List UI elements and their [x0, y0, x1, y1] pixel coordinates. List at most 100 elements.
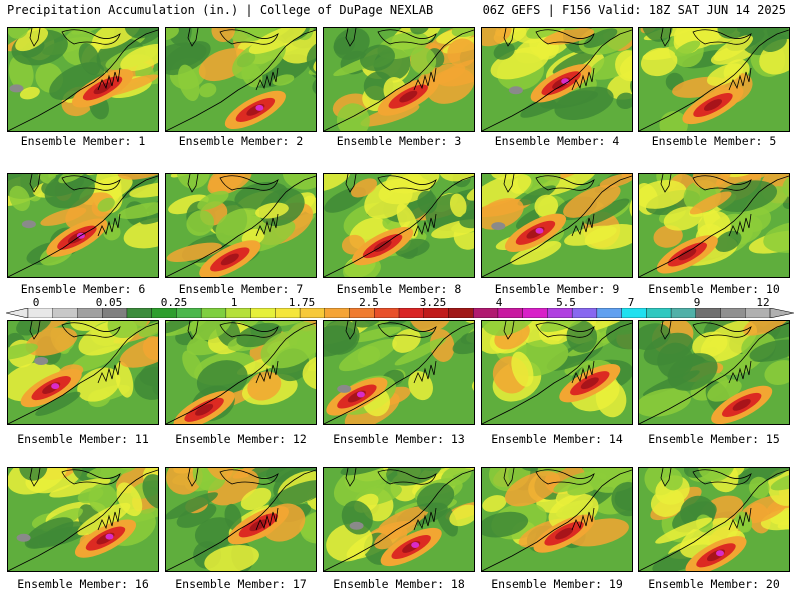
- colorbar-swatch: [621, 308, 647, 318]
- precip-map: [166, 174, 316, 277]
- ensemble-member-label: Ensemble Member: 18: [333, 577, 465, 591]
- precip-map: [482, 468, 632, 571]
- header-title: Precipitation Accumulation (in.) | Colle…: [7, 3, 434, 17]
- colorbar-swatch: [250, 308, 276, 318]
- ensemble-panel: [481, 173, 633, 278]
- ensemble-panel: [638, 320, 790, 425]
- ensemble-panel: [165, 320, 317, 425]
- precip-map: [8, 468, 158, 571]
- ensemble-panel: [323, 173, 475, 278]
- ensemble-member-label: Ensemble Member: 16: [17, 577, 149, 591]
- colorbar-swatch: [695, 308, 722, 318]
- colorbar-tick-label: 1.75: [288, 296, 316, 309]
- colorbar-swatch: [497, 308, 524, 318]
- ensemble-member-label: Ensemble Member: 5: [651, 134, 777, 148]
- colorbar-swatch: [374, 308, 400, 318]
- colorbar-swatch: [77, 308, 103, 318]
- colorbar: 0 0.05 0.25 1 1.75 2.5 3.25 4 5.5 7 9 12: [6, 296, 794, 318]
- ensemble-member-label: Ensemble Member: 10: [648, 282, 780, 296]
- colorbar-swatch: [596, 308, 623, 318]
- colorbar-swatch: [324, 308, 351, 318]
- colorbar-scale: [6, 308, 794, 318]
- colorbar-swatch: [646, 308, 672, 318]
- colorbar-swatch: [151, 308, 177, 318]
- ensemble-panel: [165, 173, 317, 278]
- precip-map: [482, 321, 632, 424]
- ensemble-member-label: Ensemble Member: 17: [175, 577, 307, 591]
- header-valid-time: 06Z GEFS | F156 Valid: 18Z SAT JUN 14 20…: [482, 3, 786, 17]
- colorbar-swatch: [448, 308, 474, 318]
- colorbar-swatch: [720, 308, 746, 318]
- ensemble-member-label: Ensemble Member: 1: [20, 134, 146, 148]
- precip-map: [166, 468, 316, 571]
- colorbar-swatch: [52, 308, 78, 318]
- colorbar-tick-label: 7: [627, 296, 635, 309]
- colorbar-swatch: [349, 308, 375, 318]
- precip-map: [324, 28, 474, 131]
- precip-map: [8, 174, 158, 277]
- precip-map: [166, 28, 316, 131]
- colorbar-swatch: [299, 308, 326, 318]
- ensemble-panel: [481, 27, 633, 132]
- colorbar-swatch: [423, 308, 449, 318]
- precip-map: [166, 321, 316, 424]
- ensemble-member-label: Ensemble Member: 11: [17, 432, 149, 446]
- ensemble-member-label: Ensemble Member: 19: [491, 577, 623, 591]
- colorbar-tick-label: 0.05: [95, 296, 123, 309]
- precip-map: [324, 468, 474, 571]
- ensemble-panel: [481, 467, 633, 572]
- ensemble-member-label: Ensemble Member: 7: [178, 282, 304, 296]
- ensemble-panel: [481, 320, 633, 425]
- precip-map: [482, 28, 632, 131]
- colorbar-tick-label: 5.5: [556, 296, 576, 309]
- colorbar-tick-label: 2.5: [359, 296, 379, 309]
- ensemble-panel: [323, 467, 475, 572]
- colorbar-tick-label: 0.25: [160, 296, 188, 309]
- precip-map: [639, 468, 789, 571]
- ensemble-panel: [7, 467, 159, 572]
- colorbar-swatch: [176, 308, 202, 318]
- precip-map: [639, 174, 789, 277]
- colorbar-swatch: [547, 308, 573, 318]
- ensemble-panel: [165, 27, 317, 132]
- ensemble-member-label: Ensemble Member: 4: [494, 134, 620, 148]
- colorbar-swatch: [126, 308, 153, 318]
- ensemble-panel: [323, 27, 475, 132]
- colorbar-swatch: [745, 308, 771, 318]
- ensemble-panel: [7, 320, 159, 425]
- colorbar-min-arrow: [6, 308, 29, 318]
- ensemble-panel: [638, 27, 790, 132]
- colorbar-swatch: [275, 308, 301, 318]
- colorbar-swatch: [670, 308, 697, 318]
- colorbar-max-arrow: [769, 308, 794, 318]
- colorbar-swatch: [473, 308, 499, 318]
- ensemble-member-label: Ensemble Member: 8: [336, 282, 462, 296]
- colorbar-tick-label: 4: [495, 296, 503, 309]
- precip-map: [8, 321, 158, 424]
- colorbar-tick-label: 0: [32, 296, 40, 309]
- ensemble-member-label: Ensemble Member: 20: [648, 577, 780, 591]
- precip-map: [639, 321, 789, 424]
- colorbar-tick-label: 12: [756, 296, 770, 309]
- ensemble-panel: [7, 173, 159, 278]
- colorbar-swatch: [522, 308, 548, 318]
- precip-map: [639, 28, 789, 131]
- ensemble-panel: [165, 467, 317, 572]
- ensemble-panel: [323, 320, 475, 425]
- ensemble-member-label: Ensemble Member: 12: [175, 432, 307, 446]
- precip-map: [324, 174, 474, 277]
- colorbar-tick-label: 3.25: [419, 296, 447, 309]
- colorbar-swatch: [225, 308, 252, 318]
- colorbar-tick-label: 1: [230, 296, 238, 309]
- ensemble-panel: [638, 467, 790, 572]
- colorbar-tick-label: 9: [693, 296, 701, 309]
- ensemble-member-label: Ensemble Member: 2: [178, 134, 304, 148]
- ensemble-panel: [638, 173, 790, 278]
- ensemble-member-label: Ensemble Member: 13: [333, 432, 465, 446]
- precip-map: [482, 174, 632, 277]
- ensemble-member-label: Ensemble Member: 14: [491, 432, 623, 446]
- ensemble-member-label: Ensemble Member: 15: [648, 432, 780, 446]
- colorbar-swatch: [101, 308, 128, 318]
- ensemble-panel: [7, 27, 159, 132]
- ensemble-member-label: Ensemble Member: 9: [494, 282, 620, 296]
